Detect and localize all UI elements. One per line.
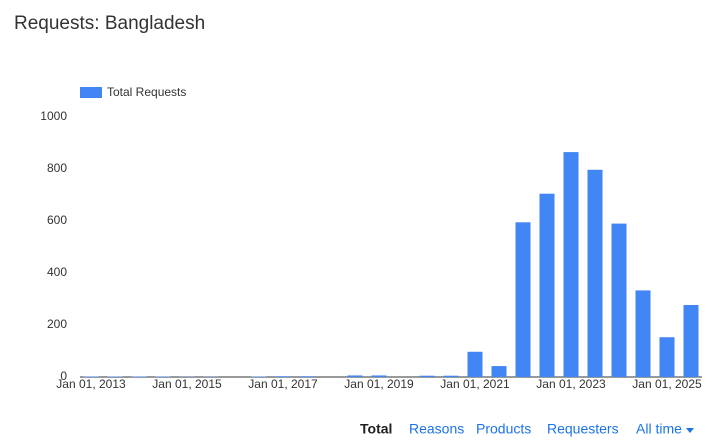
bar: [83, 376, 99, 377]
bar: [683, 304, 699, 377]
x-tick-label: Jan 01, 2025: [632, 377, 702, 391]
bar: [467, 351, 483, 377]
y-tick-label: 1000: [40, 109, 67, 123]
y-tick-label: 400: [47, 265, 67, 279]
x-tick-label: Jan 01, 2019: [344, 377, 414, 391]
y-tick-label: 0: [60, 369, 67, 383]
bar: [275, 376, 291, 377]
y-tick-label: 600: [47, 213, 67, 227]
bar: [587, 169, 603, 377]
legend-swatch: [80, 87, 102, 98]
chart-title: Requests: Bangladesh: [14, 13, 205, 34]
bar: [515, 222, 531, 377]
dropdown-arrow[interactable]: [686, 428, 694, 433]
bar: [443, 375, 459, 377]
bar: [539, 193, 555, 377]
x-tick-label: Jan 01, 2021: [440, 377, 510, 391]
bar: [371, 375, 387, 377]
tab[interactable]: Reasons: [409, 421, 464, 437]
bar: [491, 366, 507, 377]
bar: [659, 337, 675, 377]
tab[interactable]: Total: [360, 421, 392, 437]
bar: [107, 376, 123, 377]
bar: [611, 223, 627, 377]
tab[interactable]: Requesters: [547, 421, 619, 437]
x-tick-label: Jan 01, 2023: [536, 377, 606, 391]
bar: [131, 376, 147, 377]
bar: [563, 152, 579, 377]
y-tick-label: 200: [47, 317, 67, 331]
bar: [419, 375, 435, 377]
x-tick-label: Jan 01, 2017: [248, 377, 318, 391]
x-tick-label: Jan 01, 2013: [56, 377, 126, 391]
bar: [635, 290, 651, 377]
bar: [347, 375, 363, 377]
y-tick-label: 800: [47, 161, 67, 175]
legend-label: Total Requests: [107, 85, 186, 99]
bar: [299, 376, 315, 377]
bar: [251, 376, 267, 377]
tab[interactable]: All time: [636, 421, 682, 437]
tab[interactable]: Products: [476, 421, 531, 437]
bar: [155, 376, 171, 377]
x-tick-label: Jan 01, 2015: [152, 377, 222, 391]
